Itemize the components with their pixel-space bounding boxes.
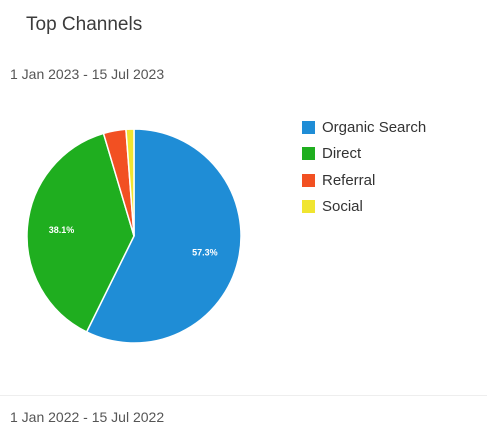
data-label-direct: 38.1% (49, 225, 75, 235)
legend-item-referral[interactable]: Referral (302, 167, 426, 194)
legend-item-direct[interactable]: Direct (302, 141, 426, 168)
legend-item-organic-search[interactable]: Organic Search (302, 114, 426, 141)
pie-slice-organic-search[interactable] (85, 128, 242, 344)
legend-label: Organic Search (322, 118, 427, 136)
data-label-organic-search: 57.3% (192, 248, 218, 258)
legend-swatch (302, 173, 315, 187)
chart-legend: Organic Search Direct Referral Social (302, 114, 426, 220)
card-title: Top Channels (26, 14, 143, 35)
legend-swatch (302, 120, 315, 134)
legend-swatch (302, 200, 315, 214)
date-range-comparison: 1 Jan 2022 - 15 Jul 2022 (10, 409, 165, 425)
divider (0, 395, 487, 396)
legend-swatch (302, 147, 315, 161)
legend-label: Direct (322, 145, 362, 163)
legend-item-social[interactable]: Social (302, 194, 426, 221)
pie-slice-social[interactable] (125, 128, 135, 237)
legend-label: Referral (322, 171, 376, 189)
legend-label: Social (322, 198, 363, 216)
date-range-current: 1 Jan 2023 - 15 Jul 2023 (10, 66, 165, 82)
pie-slice-direct[interactable] (26, 132, 135, 333)
